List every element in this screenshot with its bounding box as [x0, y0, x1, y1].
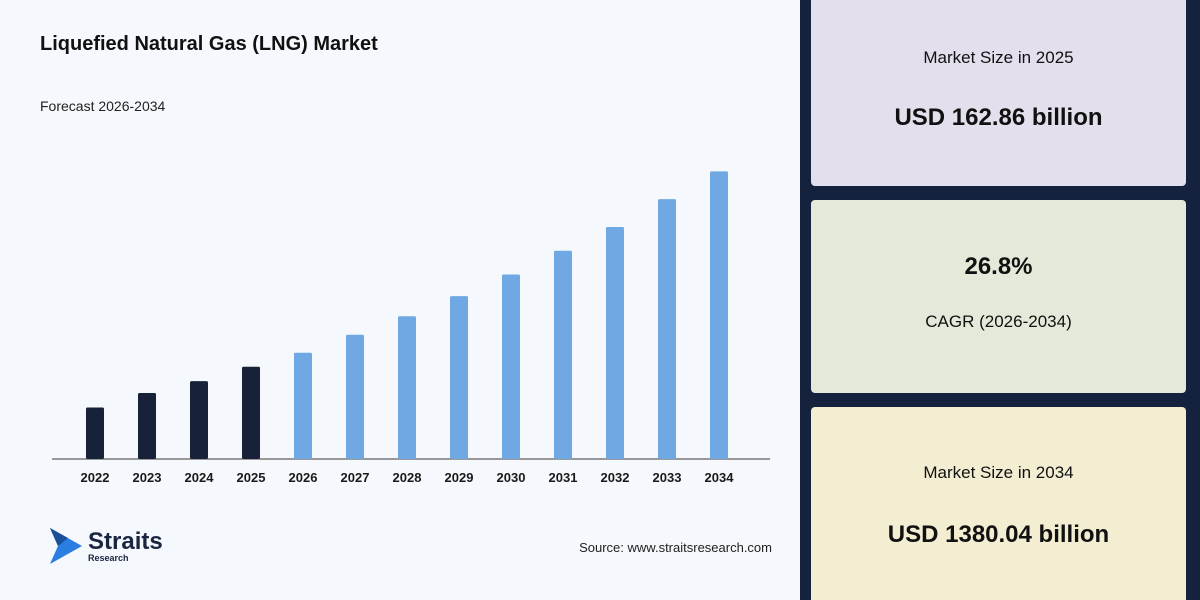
card-label: Market Size in 2034 — [923, 463, 1074, 482]
x-tick-label: 2032 — [601, 470, 630, 485]
bar-2029 — [450, 296, 468, 459]
straits-research-logo: Straits Research — [50, 528, 190, 568]
card-cagr: 26.8% CAGR (2026-2034) — [811, 200, 1186, 393]
x-tick-label: 2031 — [549, 470, 578, 485]
x-tick-label: 2023 — [133, 470, 162, 485]
x-tick-label: 2029 — [445, 470, 474, 485]
source-text: Source: www.straitsresearch.com — [579, 540, 772, 555]
logo-name: Straits — [88, 528, 163, 555]
bar-2030 — [502, 274, 520, 459]
bar-2022 — [86, 407, 104, 459]
card-market-size-2034: Market Size in 2034 USD 1380.04 billion — [811, 407, 1186, 600]
bar-2032 — [606, 227, 624, 459]
bar-2031 — [554, 250, 572, 459]
x-tick-label: 2030 — [497, 470, 526, 485]
x-tick-label: 2024 — [185, 470, 215, 485]
x-tick-label: 2027 — [341, 470, 370, 485]
logo-subtext: Research — [88, 553, 129, 563]
card-value: USD 1380.04 billion — [887, 521, 1110, 548]
chart-panel: Liquefied Natural Gas (LNG) Market Forec… — [0, 0, 800, 600]
chart-subtitle: Forecast 2026-2034 — [40, 98, 166, 114]
x-tick-label: 2025 — [237, 470, 266, 485]
bar-2026 — [294, 352, 312, 459]
x-tick-label: 2033 — [653, 470, 682, 485]
bar-2034 — [710, 171, 728, 460]
bar-2025 — [242, 366, 260, 459]
logo-arrow-icon — [50, 528, 82, 564]
bar-2033 — [658, 199, 676, 459]
bar-2028 — [398, 316, 416, 459]
bar-2024 — [190, 381, 208, 459]
card-label: Market Size in 2025 — [923, 48, 1074, 67]
x-tick-label: 2022 — [81, 470, 110, 485]
card-value: USD 162.86 billion — [894, 104, 1103, 131]
x-tick-label: 2034 — [705, 470, 735, 485]
x-tick-label: 2028 — [393, 470, 422, 485]
bar-chart: 2022 2023 2024 2025 2026 2027 2028 2029 2030 2031… — [52, 171, 770, 485]
card-market-size-2025: Market Size in 2025 USD 162.86 billion — [811, 0, 1186, 186]
bar-2023 — [138, 393, 156, 459]
bar-2027 — [346, 334, 364, 459]
card-value: 26.8% — [964, 253, 1033, 280]
card-label: CAGR (2026-2034) — [925, 312, 1072, 331]
x-tick-label: 2026 — [289, 470, 318, 485]
chart-title: Liquefied Natural Gas (LNG) Market — [40, 33, 378, 55]
